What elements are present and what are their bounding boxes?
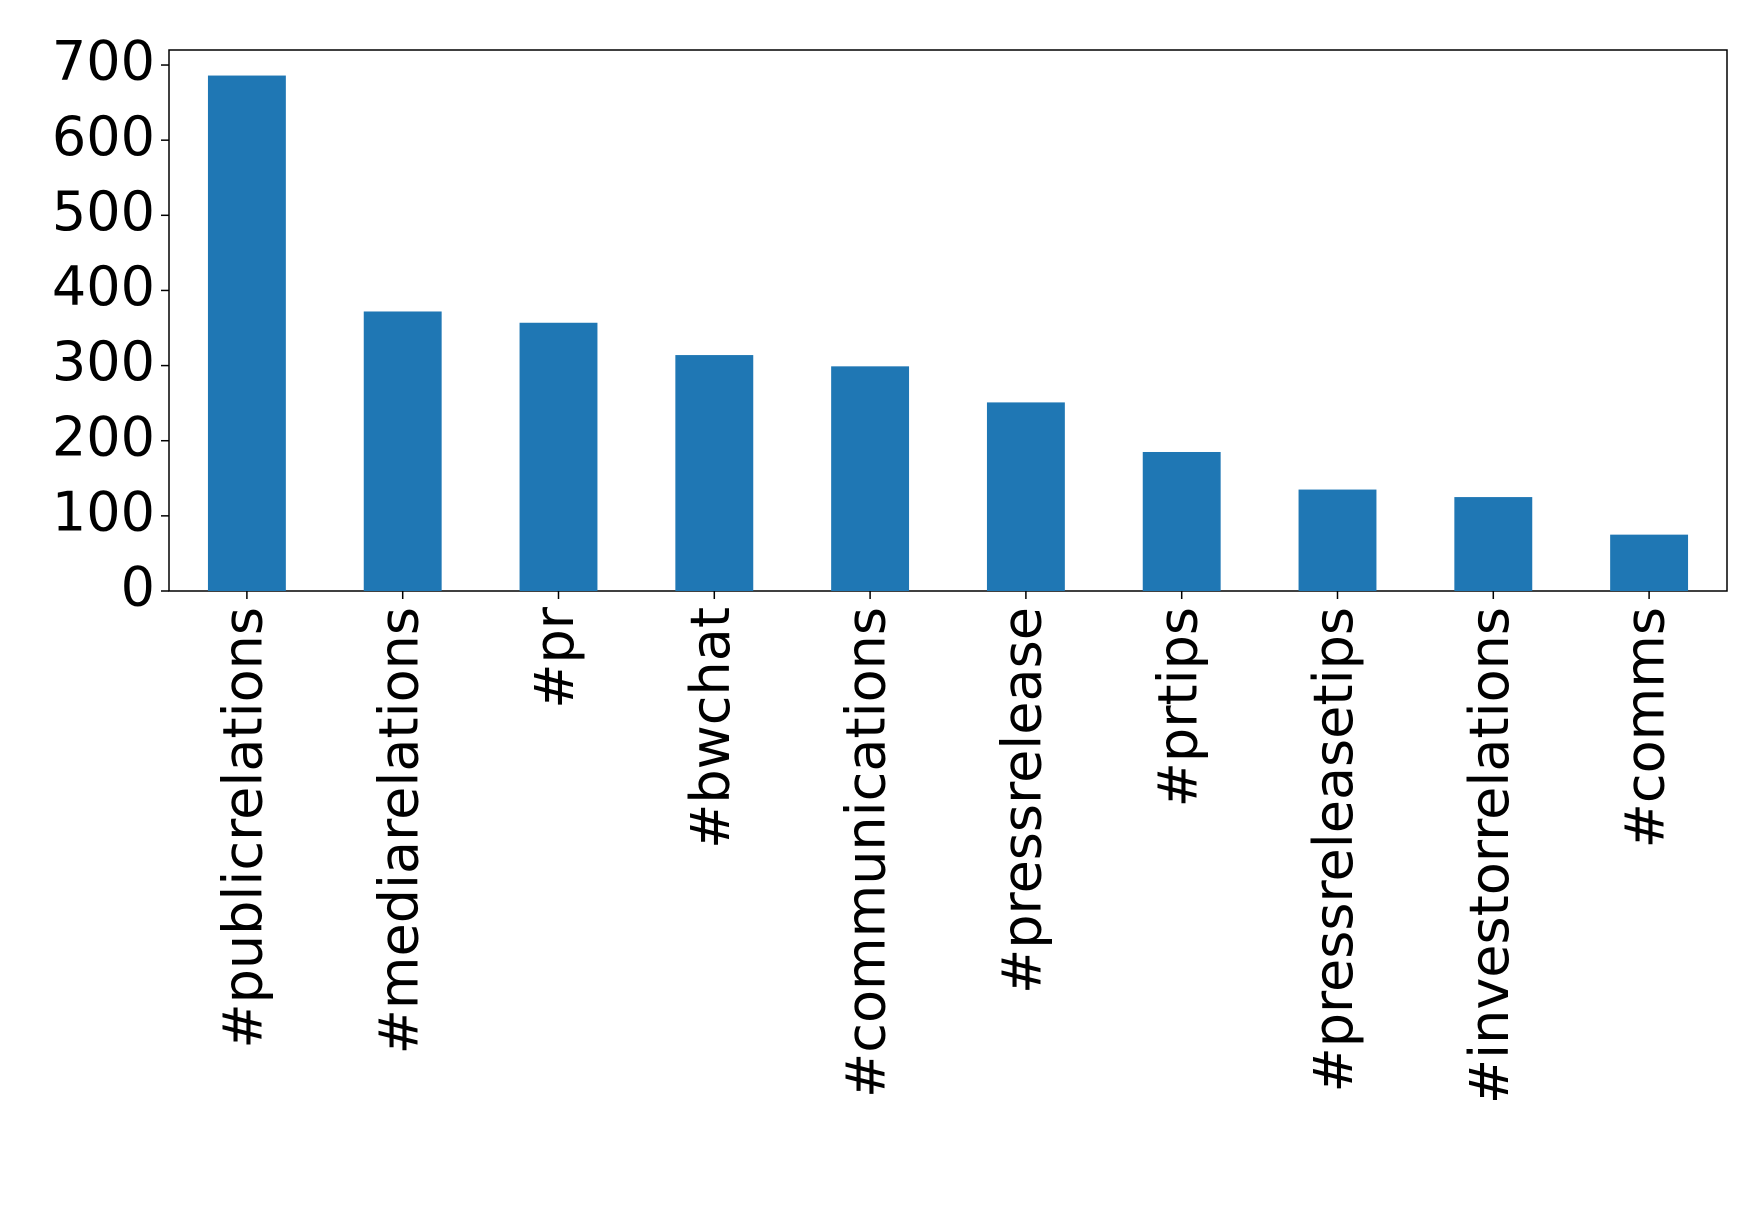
bar [207,75,286,591]
y-tick-label: 0 [121,556,155,619]
y-tick-label: 600 [52,105,155,168]
x-tick-label: #bwchat [679,607,742,849]
x-tick-label: #publicrelations [212,607,275,1049]
y-tick-label: 700 [52,30,155,93]
bar [1142,451,1221,591]
bar [675,355,754,591]
bar [363,311,442,591]
plot-frame [168,49,1728,592]
x-tick-label: #pressrelease [991,607,1054,994]
bar [1454,497,1533,591]
y-tick-label: 200 [52,405,155,468]
y-tick-label: 100 [52,481,155,544]
x-tick-label: #communications [835,607,898,1098]
x-tick-label: #pr [523,606,586,709]
y-tick-label: 500 [52,180,155,243]
bar [519,322,598,591]
x-tick-label: #mediarelations [367,607,430,1054]
x-tick-label: #prtips [1146,607,1209,807]
bar [986,402,1065,591]
bar [831,366,910,591]
y-tick-label: 400 [52,255,155,318]
y-tick-label: 300 [52,330,155,393]
bar [1610,534,1689,591]
bar [1298,489,1377,591]
x-tick-label: #pressreleasetips [1302,607,1365,1093]
x-tick-label: #comms [1614,607,1677,848]
x-tick-label: #investorrelations [1458,607,1521,1104]
